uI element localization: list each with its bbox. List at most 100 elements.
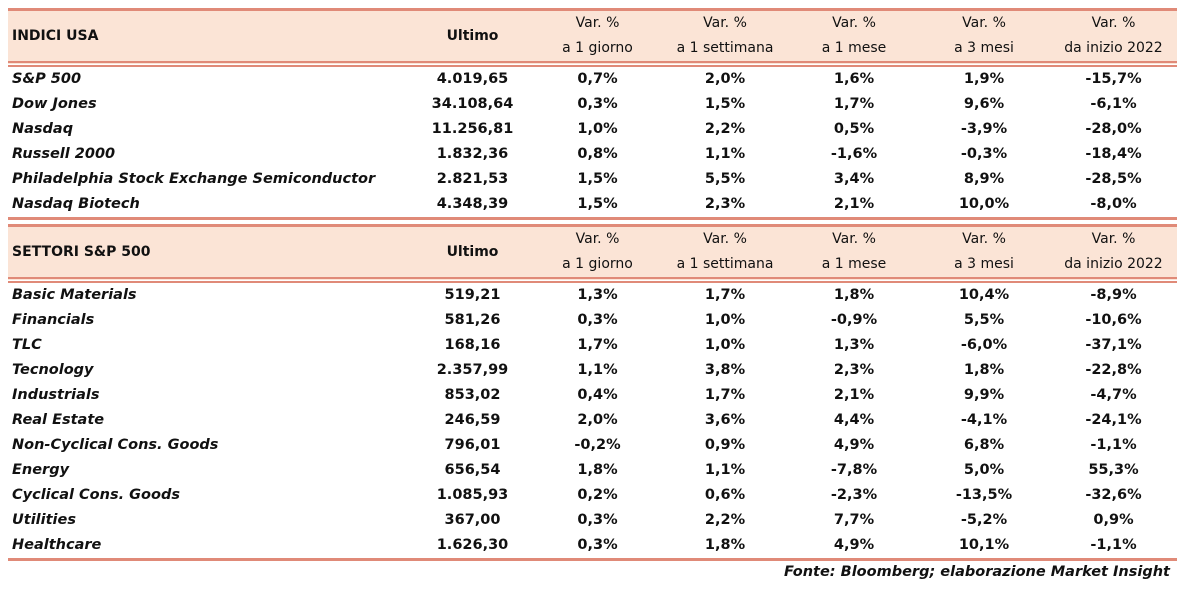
column-header-change: Var. % a 1 settimana xyxy=(660,9,790,67)
row-last-value: 4.348,39 xyxy=(410,192,535,220)
us-indices-table: INDICI USA Ultimo Var. % a 1 giorno Var. % a … xyxy=(8,8,1177,220)
row-change-value: -7,8% xyxy=(830,462,878,478)
row-name: Real Estate xyxy=(12,412,105,428)
row-change-value: 1,8% xyxy=(833,287,875,303)
row-last-value: 581,26 xyxy=(444,312,501,328)
row-change-value: 9,6% xyxy=(963,96,1005,112)
table-row: TLC 168,16 1,7% 1,0% 1,3% -6,0% -37,1% xyxy=(8,333,1177,358)
row-change-value: -8,9% xyxy=(1090,287,1137,303)
row-change-value: 0,7% xyxy=(577,71,618,87)
row-change-value: -6,0% xyxy=(960,337,1008,353)
row-change-value: 0,6% xyxy=(704,487,746,503)
row-change-value: 1,3% xyxy=(577,287,618,303)
row-name: Nasdaq Biotech xyxy=(8,192,410,220)
row-change-value: 1,6% xyxy=(833,71,875,87)
row-name: Utilities xyxy=(12,512,76,528)
row-change-value: 0,2% xyxy=(577,487,618,503)
row-change-value: -10,6% xyxy=(1085,312,1142,328)
row-change-value: 0,9% xyxy=(704,437,746,453)
sp500-sectors-table: SETTORI S&P 500 Ultimo Var. % a 1 giorno Var… xyxy=(8,224,1177,561)
row-name: TLC xyxy=(12,337,42,353)
row-change-value: -28,0% xyxy=(1085,121,1142,137)
column-header-line2: a 3 mesi xyxy=(954,256,1014,272)
row-change-value: 4,4% xyxy=(833,412,875,428)
row-change-value: 1,0% xyxy=(704,337,746,353)
row-change-value: 7,7% xyxy=(833,512,875,528)
table-title: INDICI USA xyxy=(8,9,410,67)
table-row: Financials 581,26 0,3% 1,0% -0,9% 5,5% -10,6% xyxy=(8,308,1177,333)
row-last-value: 2.821,53 xyxy=(436,171,509,187)
column-header-change: Var. % a 3 mesi xyxy=(918,9,1050,67)
row-change-value: 1,8% xyxy=(963,362,1005,378)
row-change-value: 10,0% xyxy=(918,192,1050,220)
row-change-value: 1,5% xyxy=(577,171,618,187)
row-change-value: 4,9% xyxy=(833,437,875,453)
row-name: Cyclical Cons. Goods xyxy=(12,487,180,503)
header-row: INDICI USA Ultimo Var. % a 1 giorno Var. % a … xyxy=(8,9,1177,67)
row-change-value: 1,1% xyxy=(704,146,746,162)
row-change-value: 2,0% xyxy=(704,71,746,87)
table-row: Basic Materials 519,21 1,3% 1,7% 1,8% 10,4% -8… xyxy=(8,280,1177,308)
table-row: Non-Cyclical Cons. Goods 796,01 -0,2% 0,9% 4… xyxy=(8,433,1177,458)
table-row: Energy 656,54 1,8% 1,1% -7,8% 5,0% 55,3% xyxy=(8,458,1177,483)
column-header-change: Var. % da inizio 2022 xyxy=(1050,9,1177,67)
row-last-value: 4.019,65 xyxy=(436,71,509,87)
row-last-value: 1.832,36 xyxy=(436,146,509,162)
row-change-value: 3,8% xyxy=(704,362,746,378)
row-name: S&P 500 xyxy=(12,71,82,87)
row-change-value: 1,1% xyxy=(704,462,746,478)
row-change-value: 3,4% xyxy=(833,171,875,187)
column-header-line1: Var. % xyxy=(1091,15,1136,31)
row-change-value: -0,3% xyxy=(960,146,1008,162)
row-change-value: 2,2% xyxy=(704,512,746,528)
row-change-value: 2,3% xyxy=(833,362,875,378)
row-change-value: -18,4% xyxy=(1085,146,1142,162)
row-last-value: 656,54 xyxy=(444,462,501,478)
row-name: Basic Materials xyxy=(12,287,137,303)
row-change-value: 4,9% xyxy=(790,533,918,561)
row-name: Dow Jones xyxy=(12,96,97,112)
row-name: Nasdaq xyxy=(12,121,74,137)
header-row: SETTORI S&P 500 Ultimo Var. % a 1 giorno Var… xyxy=(8,225,1177,283)
row-change-value: 1,9% xyxy=(963,71,1005,87)
row-name: Philadelphia Stock Exchange Semiconducto… xyxy=(12,171,376,187)
row-change-value: -1,6% xyxy=(830,146,878,162)
row-name: Energy xyxy=(12,462,70,478)
row-change-value: 2,1% xyxy=(790,192,918,220)
column-header-line1: Var. % xyxy=(832,231,876,247)
column-header-change: Var. % a 1 mese xyxy=(790,9,918,67)
column-header-line1: Var. % xyxy=(575,15,620,31)
row-change-value: 2,1% xyxy=(833,387,875,403)
column-header-line1: Var. % xyxy=(1091,231,1136,247)
row-last-value: 34.108,64 xyxy=(431,96,514,112)
row-change-value: -4,1% xyxy=(960,412,1008,428)
row-change-value: 0,5% xyxy=(833,121,875,137)
row-change-value: 2,0% xyxy=(577,412,618,428)
column-header-line2: a 1 mese xyxy=(821,40,887,56)
table-row: Healthcare 1.626,30 0,3% 1,8% 4,9% 10,1% -1,1% xyxy=(8,533,1177,561)
row-change-value: -15,7% xyxy=(1085,71,1142,87)
column-header-line2: a 1 giorno xyxy=(562,40,633,56)
column-header-line2: da inizio 2022 xyxy=(1064,40,1163,56)
row-last-value: 1.626,30 xyxy=(410,533,535,561)
row-change-value: 0,8% xyxy=(577,146,618,162)
row-change-value: -5,2% xyxy=(960,512,1008,528)
row-name: Non-Cyclical Cons. Goods xyxy=(12,437,219,453)
column-header-line1: Var. % xyxy=(575,231,620,247)
row-change-value: 0,3% xyxy=(535,533,660,561)
table-row: Utilities 367,00 0,3% 2,2% 7,7% -5,2% 0,9% xyxy=(8,508,1177,533)
row-change-value: -2,3% xyxy=(830,487,878,503)
table-row: S&P 500 4.019,65 0,7% 2,0% 1,6% 1,9% -15,7% xyxy=(8,64,1177,92)
row-last-value: 367,00 xyxy=(444,512,501,528)
row-change-value: 1,5% xyxy=(535,192,660,220)
row-change-value: 10,1% xyxy=(918,533,1050,561)
row-change-value: -28,5% xyxy=(1085,171,1142,187)
column-header-change: Var. % a 1 giorno xyxy=(535,225,660,283)
row-change-value: 9,9% xyxy=(963,387,1005,403)
row-change-value: -0,9% xyxy=(830,312,878,328)
row-change-value: -32,6% xyxy=(1085,487,1142,503)
row-change-value: 6,8% xyxy=(963,437,1005,453)
row-name: Russell 2000 xyxy=(12,146,116,162)
row-change-value: 2,3% xyxy=(660,192,790,220)
column-header-change: Var. % a 1 mese xyxy=(790,225,918,283)
